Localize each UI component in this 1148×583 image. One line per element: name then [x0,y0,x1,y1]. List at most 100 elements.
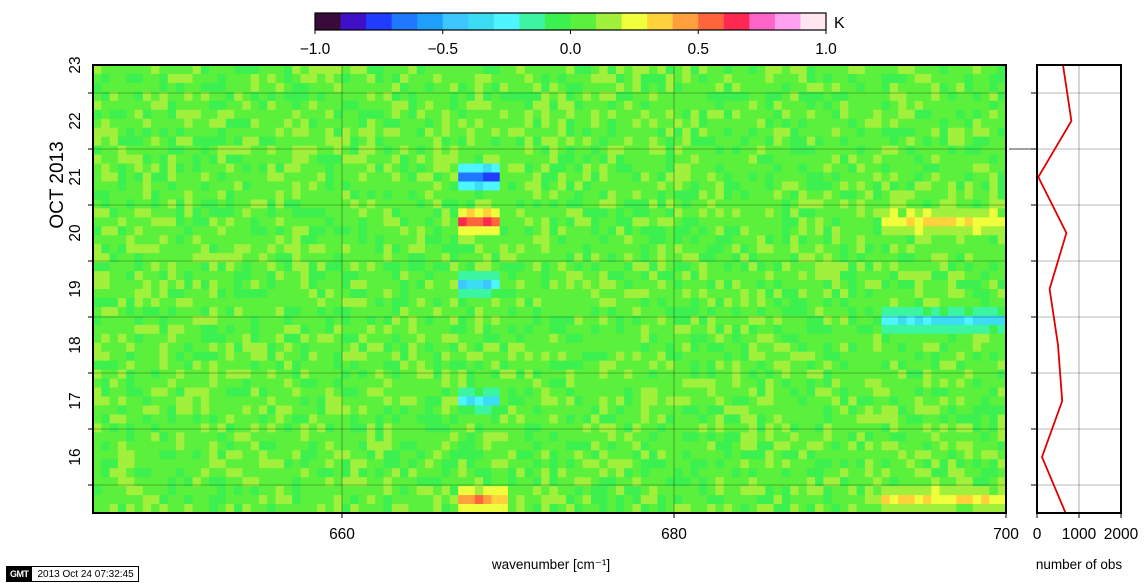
heatmap-cell [640,73,650,84]
heatmap-cell [698,154,708,165]
colorbar-swatch [493,13,520,30]
heatmap-cell [151,100,160,111]
heatmap-cell [383,73,393,84]
heatmap-cell [624,91,633,102]
heatmap-cell [483,190,492,200]
heatmap-cell [997,217,1007,227]
heatmap-cell [848,91,858,102]
heatmap-cell [532,405,542,415]
heatmap-cell [109,342,119,353]
heatmap-cell [391,91,401,102]
heatmap-cell [831,136,841,147]
heatmap-cell [101,333,111,344]
heatmap-cell [740,396,750,406]
heatmap-cell [391,154,401,165]
heatmap-cell [906,235,916,245]
heatmap-cell [117,262,127,272]
heatmap-cell [715,82,725,93]
heatmap-cell [889,351,899,362]
heatmap-cell [300,181,310,191]
heatmap-cell [234,226,243,236]
heatmap-cell [441,199,451,209]
heatmap-cell [757,208,766,218]
heatmap-cell [532,306,542,317]
heatmap-cell [931,271,941,281]
heatmap-cell [142,441,152,451]
heatmap-cell [333,405,343,415]
heatmap-cell [798,280,808,290]
heatmap-cell [109,163,119,174]
heatmap-cell [798,369,808,380]
heatmap-cell [350,154,360,165]
heatmap-cell [864,333,874,344]
heatmap-cell [732,459,741,469]
heatmap-cell [433,387,443,398]
heatmap-cell [342,145,351,156]
heatmap-cell [441,163,451,174]
heatmap-cell [400,297,409,308]
heatmap-cell [599,396,609,406]
heatmap-cell [259,208,268,218]
heatmap-cell [317,396,326,406]
heatmap-cell [391,235,401,245]
heatmap-cell [864,396,874,406]
heatmap-cell [748,378,758,389]
heatmap-cell [740,109,750,120]
heatmap-cell [366,226,376,236]
heatmap-cell [109,396,119,406]
heatmap-cell [964,73,974,84]
heatmap-cell [881,324,891,335]
heatmap-cell [250,315,260,326]
heatmap-cell [615,450,625,460]
heatmap-cell [541,181,550,191]
heatmap-cell [740,118,750,129]
heatmap-cell [947,217,957,227]
heatmap-cell [491,244,501,254]
heatmap-cell [167,136,177,147]
heatmap-cell [142,405,152,415]
heatmap-cell [574,306,584,317]
heatmap-cell [524,217,534,227]
heatmap-cell [209,432,218,442]
heatmap-cell [557,289,567,299]
heatmap-cell [267,199,277,209]
heatmap-cell [508,91,517,102]
heatmap-cell [715,118,725,129]
heatmap-cell [557,154,567,165]
heatmap-cell [615,118,625,129]
heatmap-cell [250,262,260,272]
heatmap-cell [408,190,418,200]
heatmap-cell [748,441,758,451]
heatmap-cell [532,414,542,424]
heatmap-cell [698,100,708,111]
heatmap-cell [798,217,808,227]
heatmap-cell [881,315,891,326]
heatmap-cell [765,235,775,245]
heatmap-cell [574,280,584,290]
heatmap-cell [856,118,866,129]
heatmap-cell [350,100,360,111]
heatmap-cell [416,253,426,263]
heatmap-cell [599,181,609,191]
heatmap-cell [923,315,932,326]
heatmap-cell [242,145,252,156]
heatmap-cell [425,450,434,460]
heatmap-cell [516,432,526,442]
heatmap-cell [831,163,841,174]
heatmap-cell [607,423,617,433]
heatmap-cell [557,127,567,138]
heatmap-cell [740,253,750,263]
heatmap-cell [781,181,791,191]
heatmap-cell [665,315,675,326]
heatmap-cell [126,450,135,460]
heatmap-cell [491,109,501,120]
heatmap-cell [856,145,866,156]
heatmap-cell [325,441,335,451]
heatmap-cell [358,163,368,174]
heatmap-cell [674,450,683,460]
heatmap-cell [591,136,600,147]
heatmap-cell [117,396,127,406]
heatmap-cell [366,154,376,165]
heatmap-cell [458,280,467,290]
heatmap-cell [200,172,210,182]
